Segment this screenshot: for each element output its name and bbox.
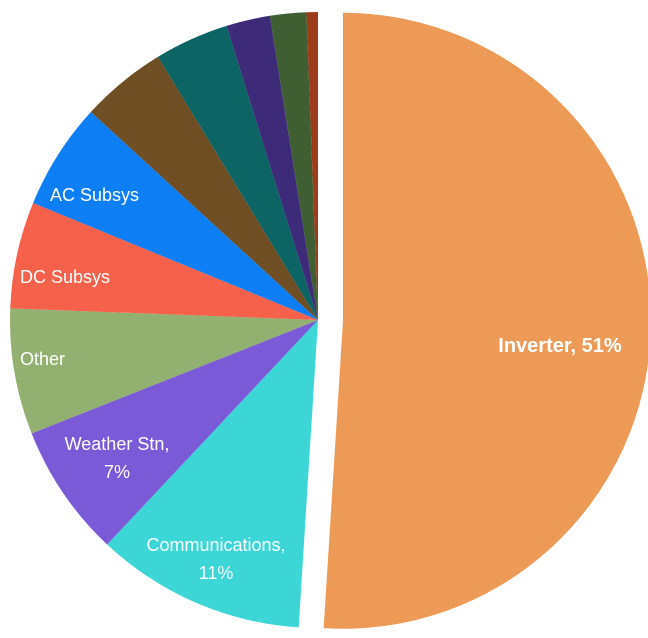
slice-label-other: Other xyxy=(20,349,65,369)
pie-slice-other xyxy=(9,308,318,434)
pie-slice-7 xyxy=(157,25,318,320)
slice-label-ac-subsys: AC Subsys xyxy=(50,185,139,205)
pie-slice-inverter xyxy=(323,12,648,629)
slice-label-inverter: Inverter, 51% xyxy=(498,335,622,357)
pie-slice-dc-subsys xyxy=(10,203,319,320)
pie-slice-communications xyxy=(107,320,319,628)
slice-label-weather-stn: Weather Stn, 7% xyxy=(65,434,170,482)
pie-slice-6 xyxy=(90,56,318,321)
pie-slice-10 xyxy=(306,12,318,320)
pie-slice-9 xyxy=(269,12,318,321)
pie-slice-8 xyxy=(226,15,318,320)
pie-slice-weather-stn xyxy=(31,320,318,545)
slice-label-dc-subsys: DC Subsys xyxy=(20,267,110,287)
slice-label-communications: Communications, 11% xyxy=(146,535,285,583)
pie-slice-ac-subsys xyxy=(33,111,318,320)
